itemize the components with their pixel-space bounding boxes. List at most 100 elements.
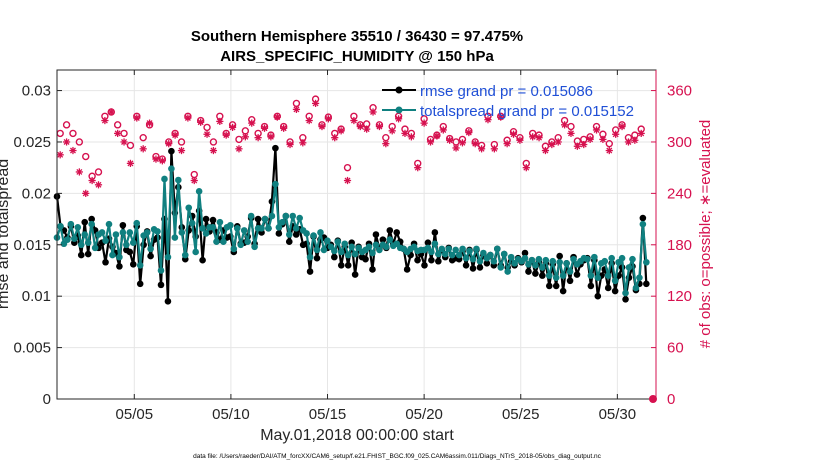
spread-point (237, 241, 245, 249)
spread-point (469, 255, 477, 263)
obs-star-stroke (191, 177, 198, 184)
obs-star-stroke (121, 138, 128, 145)
rmse-point (275, 230, 283, 237)
spread-point (504, 268, 511, 275)
rmse-point (306, 268, 314, 275)
obs-star-stroke (235, 145, 242, 152)
spread-point (563, 259, 570, 267)
rmse-point (126, 248, 134, 256)
obs-star-stroke (433, 132, 440, 139)
y-left-tick-label: 0.03 (22, 83, 51, 100)
rmse-point (292, 231, 300, 238)
obs-star-stroke (504, 140, 511, 147)
rmse-point (344, 262, 352, 269)
obs-star-stroke (184, 114, 191, 121)
rmse-point (556, 252, 563, 260)
obs-evaluated-point (69, 146, 77, 155)
spread-point (171, 234, 179, 241)
obs-evaluated-point (184, 114, 192, 122)
obs-evaluated-point (535, 134, 543, 142)
obs-star-stroke (638, 130, 645, 137)
obs-star-stroke (542, 147, 549, 154)
spread-point (348, 243, 355, 251)
obs-evaluated-point (94, 181, 103, 189)
spread-point (480, 249, 487, 257)
obs-evaluated-point (580, 140, 588, 149)
obs-star-stroke (210, 147, 217, 154)
spread-point (365, 243, 373, 251)
obs-evaluated-point (139, 145, 147, 153)
spread-point (133, 219, 141, 227)
x-tick-label: 05/05 (116, 406, 154, 423)
spread-point (317, 229, 324, 236)
spread-point (289, 212, 297, 220)
obs-star-stroke (548, 141, 555, 148)
spread-point (601, 257, 609, 265)
obs-star-stroke (599, 136, 606, 143)
rmse-point (566, 277, 574, 285)
obs-star-stroke (593, 126, 600, 133)
obs-star-stroke (363, 126, 370, 133)
obs-evaluated-point (292, 105, 301, 114)
y-right-tick-label: 180 (667, 237, 692, 254)
spread-point (192, 248, 199, 256)
spread-point (552, 274, 560, 281)
obs-evaluated-point (420, 119, 428, 127)
obs-evaluated-point (133, 114, 141, 122)
obs-evaluated-point (190, 176, 198, 185)
obs-evaluated-point (241, 133, 249, 141)
rmse-point (532, 270, 539, 277)
obs-star-stroke (318, 123, 325, 130)
obs-zero-marker (649, 395, 657, 403)
spread-point (310, 232, 317, 239)
spread-point (244, 238, 251, 245)
obs-evaluated-point (363, 125, 371, 133)
obs-star-stroke (331, 134, 338, 141)
obs-evaluated-point (567, 129, 575, 138)
spread-point (549, 257, 557, 265)
rmse-point (254, 215, 262, 223)
obs-star-stroke (287, 141, 294, 148)
rmse-point (129, 261, 137, 268)
obs-evaluated-point (356, 122, 364, 131)
obs-star-stroke (159, 157, 166, 164)
footer-data-file: data file: /Users/raeder/DAI/ATM_forcXX/… (193, 453, 602, 460)
spread-point (428, 248, 435, 256)
spread-point (445, 245, 453, 253)
obs-possible-point (75, 138, 84, 146)
x-tick-label: 05/25 (502, 406, 540, 423)
obs-star-stroke (491, 145, 498, 152)
spread-point (227, 221, 234, 229)
spread-point (591, 253, 598, 261)
obs-star-stroke (133, 114, 140, 121)
rmse-point (403, 266, 411, 273)
obs-star-stroke (606, 147, 613, 154)
y-left-tick-label: 0.01 (22, 288, 51, 305)
spread-point (369, 249, 376, 257)
obs-evaluated-point (101, 116, 109, 125)
spread-point (636, 274, 643, 281)
spread-point (57, 222, 64, 230)
spread-point (542, 256, 550, 264)
rmse-point (462, 262, 470, 269)
obs-evaluated-point (280, 124, 288, 132)
spread-point (116, 253, 123, 261)
spread-point (372, 241, 380, 249)
spread-point (313, 246, 321, 254)
spread-point (154, 228, 161, 235)
obs-star-stroke (574, 143, 581, 150)
spread-point (545, 272, 553, 279)
obs-star-stroke (242, 133, 249, 140)
spread-point (476, 257, 484, 265)
spread-point (240, 227, 248, 234)
rmse-point (362, 255, 369, 263)
spread-point (383, 243, 390, 251)
obs-star-stroke (631, 137, 638, 144)
rmse-point (136, 280, 144, 288)
obs-evaluated-point (452, 144, 460, 152)
rmse-point (84, 250, 92, 258)
rmse-point (559, 287, 567, 295)
obs-evaluated-point (88, 176, 96, 185)
obs-evaluated-point (305, 116, 313, 125)
